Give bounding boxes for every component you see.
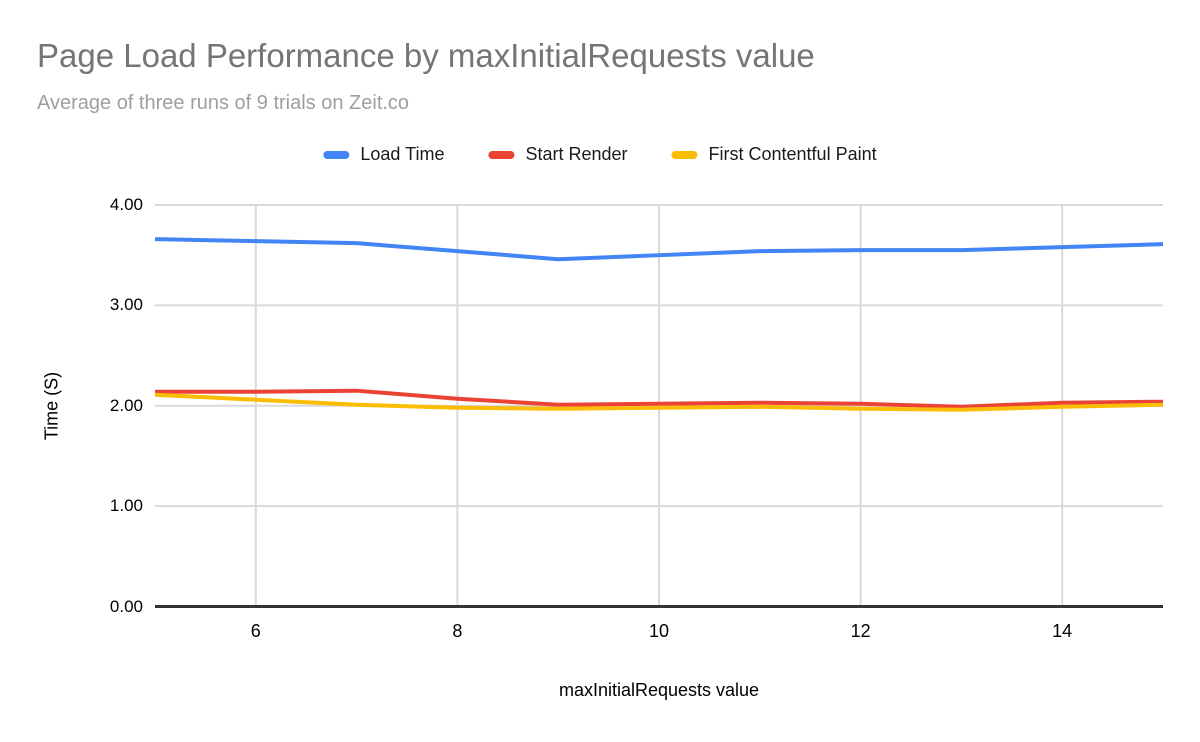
y-tick-label: 2.00 xyxy=(109,395,143,415)
legend-label: Start Render xyxy=(525,144,628,164)
y-tick-label: 3.00 xyxy=(109,295,143,315)
legend-swatch-icon xyxy=(488,150,515,159)
y-tick-label: 1.00 xyxy=(109,496,143,516)
chart-subtitle: Average of three runs of 9 trials on Zei… xyxy=(37,92,410,114)
x-tick-label: 6 xyxy=(250,621,261,641)
series-line-load-time xyxy=(154,237,1164,262)
y-axis-title: Time (S) xyxy=(41,371,62,441)
series-line-start-render xyxy=(155,388,1164,409)
legend-swatch-icon xyxy=(671,150,698,159)
chart-title: Page Load Performance by maxInitialReque… xyxy=(37,37,815,74)
legend-item-first-contentful-paint: First Contentful Paint xyxy=(671,144,877,165)
x-tick-label: 14 xyxy=(1052,621,1073,641)
x-axis-title: maxInitialRequests value xyxy=(558,680,760,700)
legend-swatch-icon xyxy=(323,150,350,159)
x-tick-label: 10 xyxy=(648,621,670,641)
legend-item-start-render: Start Render xyxy=(488,144,628,165)
chart-legend: Load Time Start Render First Contentful Pa… xyxy=(323,144,877,165)
legend-label: Load Time xyxy=(360,144,445,164)
legend-item-load-time: Load Time xyxy=(323,144,444,165)
x-tick-label: 12 xyxy=(850,621,871,641)
legend-label: First Contentful Paint xyxy=(708,144,877,164)
x-tick-label: 8 xyxy=(452,621,463,641)
y-tick-label: 4.00 xyxy=(109,195,143,214)
series-line-first-contentful-paint xyxy=(154,392,1164,412)
y-tick-label: 0.00 xyxy=(109,596,143,616)
